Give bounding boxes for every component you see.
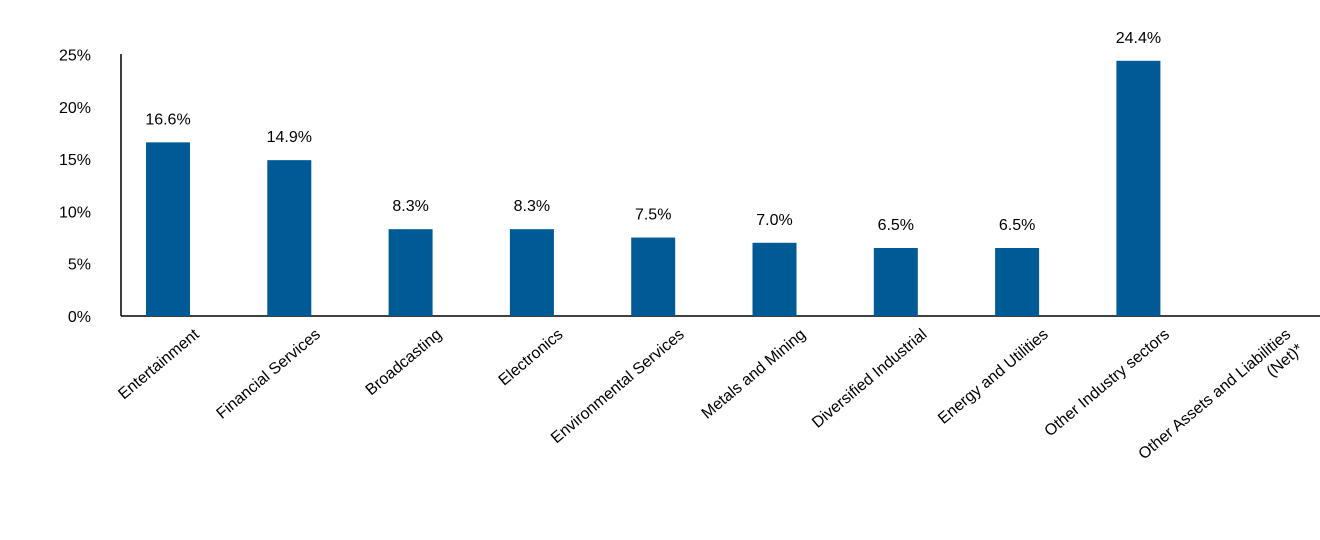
bar (631, 237, 676, 316)
category-labels-group: Entertainment Financial Services Broadcast… (115, 326, 1306, 463)
y-tick-label: 10% (59, 204, 91, 221)
category-label: Broadcasting (363, 326, 445, 399)
bar (267, 160, 312, 316)
bar (1116, 60, 1161, 316)
y-axis-ticks: 0% 5% 10% 15% 20% 25% (59, 48, 91, 327)
bar (995, 248, 1040, 316)
category-label: Financial Services (213, 326, 323, 422)
category-label: Diversified Industrial (809, 326, 930, 432)
y-tick-label: 15% (59, 152, 91, 169)
bar (873, 248, 918, 316)
y-tick-label: 20% (59, 100, 91, 117)
category-label: Environmental Services (548, 326, 688, 447)
data-label: 16.6% (145, 111, 190, 128)
data-label: 6.5% (878, 217, 914, 234)
category-label: Other Industry sectors (1041, 326, 1172, 440)
bar (388, 229, 433, 316)
y-tick-label: 5% (68, 257, 91, 274)
data-label: 7.5% (635, 207, 671, 224)
y-tick-label: 25% (59, 48, 91, 65)
data-label: 24.4% (1116, 30, 1161, 47)
bars-group (146, 60, 1161, 316)
category-label: Metals and Mining (699, 326, 809, 422)
category-label: Entertainment (115, 326, 203, 403)
data-label: 8.3% (392, 198, 428, 215)
data-label: 8.3% (514, 198, 550, 215)
data-label: 6.5% (999, 217, 1035, 234)
y-tick-label: 0% (68, 309, 91, 326)
data-label: 14.9% (267, 129, 312, 146)
data-label: 7.0% (756, 212, 792, 229)
bar (146, 142, 190, 316)
category-label: Electronics (496, 326, 567, 389)
bar (509, 229, 554, 316)
bar (752, 242, 797, 316)
data-labels-group: 16.6%14.9%8.3%8.3%7.5%7.0%6.5%6.5%24.4%(… (145, 30, 1161, 234)
category-label: Energy and Utilities (935, 326, 1052, 428)
